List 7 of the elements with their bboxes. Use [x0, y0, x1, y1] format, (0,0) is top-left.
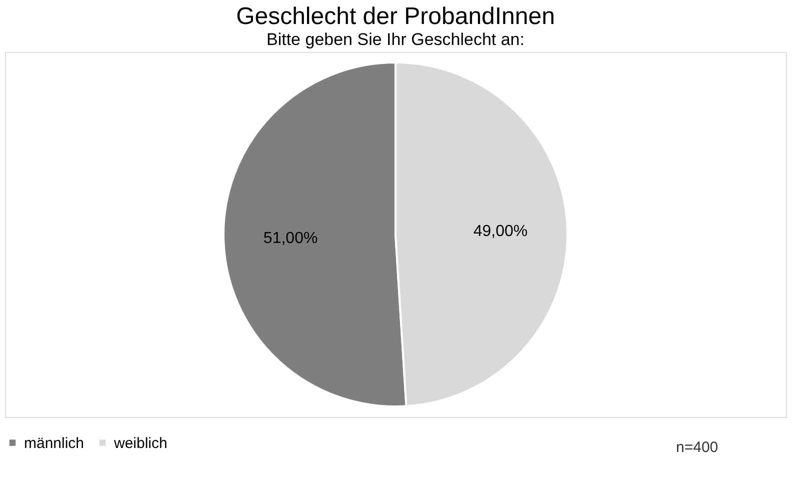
chart-subtitle: Bitte geben Sie Ihr Geschlecht an:: [266, 30, 524, 49]
legend-label: weiblich: [113, 434, 168, 452]
legend-label: männlich: [24, 434, 84, 452]
chart-title: Geschlecht der ProbandInnen: [236, 3, 555, 30]
text: n=400: [676, 439, 718, 456]
data-label: 51,00%: [263, 230, 318, 247]
data-label: 49,00%: [473, 223, 528, 240]
